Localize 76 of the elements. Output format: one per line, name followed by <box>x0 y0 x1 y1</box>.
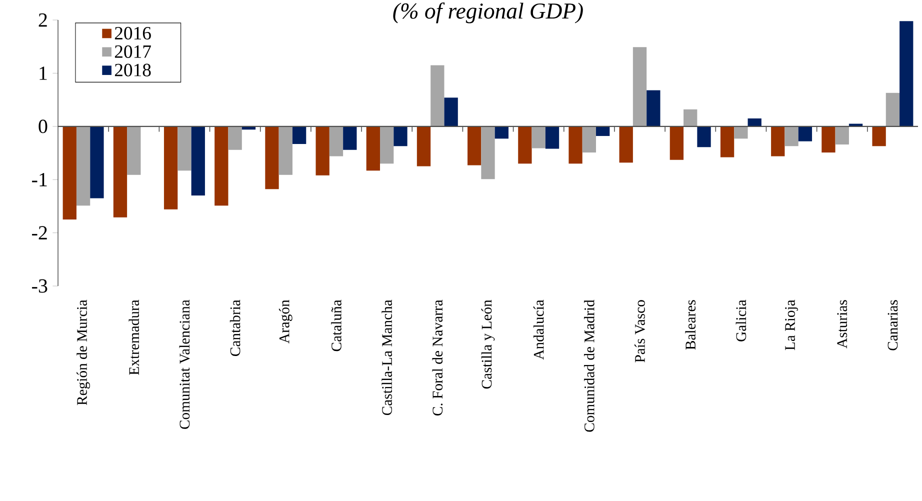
bar <box>178 126 192 171</box>
bar <box>646 90 660 126</box>
bar <box>191 126 205 196</box>
bar <box>62 126 76 220</box>
x-tick-label: Aragón <box>278 300 292 344</box>
bar <box>835 126 849 144</box>
x-tick-label: C. Foral de Navarra <box>432 300 443 416</box>
bar <box>784 126 798 146</box>
bar <box>278 126 292 175</box>
x-tick-label: Cataluña <box>331 300 342 352</box>
bar <box>468 126 482 166</box>
bar <box>798 126 812 142</box>
y-tick-label: 1 <box>40 66 47 80</box>
bar <box>568 126 582 164</box>
bar <box>416 126 431 166</box>
y-tick-label: -3 <box>32 279 48 293</box>
bar <box>113 126 128 218</box>
y-tick-label: 2 <box>38 13 47 27</box>
bar <box>734 126 748 139</box>
bar <box>394 126 408 146</box>
bar <box>228 126 242 150</box>
bar <box>748 118 762 126</box>
bar <box>214 126 228 206</box>
bar <box>380 126 394 164</box>
bar <box>697 126 711 148</box>
bar <box>76 126 90 206</box>
bar <box>619 126 633 163</box>
bar <box>127 126 141 175</box>
bar <box>292 126 306 144</box>
bar <box>886 92 900 126</box>
bar <box>329 126 344 156</box>
x-tick-label: Comunidad de Madrid <box>584 300 594 432</box>
bar <box>265 126 279 190</box>
bar <box>771 126 785 156</box>
x-tick-label: Andalucía <box>533 300 544 360</box>
bar <box>720 126 734 158</box>
x-tick-label: Baleares <box>685 300 696 350</box>
bar <box>596 126 610 136</box>
bar <box>430 65 444 126</box>
bar <box>90 126 104 198</box>
y-tick-label: 0 <box>38 120 48 134</box>
bar <box>900 21 914 126</box>
bar <box>670 126 684 160</box>
bar <box>582 126 596 152</box>
bar <box>632 47 647 126</box>
x-tick-label: Castilla y León <box>481 300 495 389</box>
x-tick-label: La Rioja <box>785 300 798 350</box>
x-tick-label: País Vasco <box>634 300 645 362</box>
bar <box>366 126 380 171</box>
bar <box>545 126 560 149</box>
x-tick-label: Asturias <box>837 300 848 348</box>
bar <box>532 126 546 148</box>
bar <box>494 126 508 139</box>
bar <box>316 126 330 176</box>
bar <box>872 126 886 146</box>
bar <box>343 126 357 150</box>
legend-label: 2018 <box>114 64 151 76</box>
legend-label: 2017 <box>114 45 151 58</box>
x-tick-label: Canarias <box>888 300 898 350</box>
y-tick-label: -2 <box>32 226 47 240</box>
x-tick-label: Comunitat Valenciana <box>179 300 190 429</box>
bar <box>481 126 495 180</box>
chart-title: (% of regional GDP) <box>393 2 583 24</box>
bar <box>444 98 458 126</box>
x-tick-label: Extremadura <box>128 300 140 375</box>
x-tick-label: Región de Murcia <box>76 300 90 406</box>
x-tick-label: Galicia <box>736 300 746 342</box>
bar <box>164 126 178 210</box>
x-tick-label: Cantabria <box>230 300 240 356</box>
y-tick-label: -1 <box>32 173 47 186</box>
bar <box>848 124 863 126</box>
bar <box>518 126 532 164</box>
bar <box>684 109 698 126</box>
legend-label: 2016 <box>114 26 151 40</box>
bar <box>822 126 836 152</box>
x-tick-label: Castilla-La Mancha <box>382 300 392 416</box>
